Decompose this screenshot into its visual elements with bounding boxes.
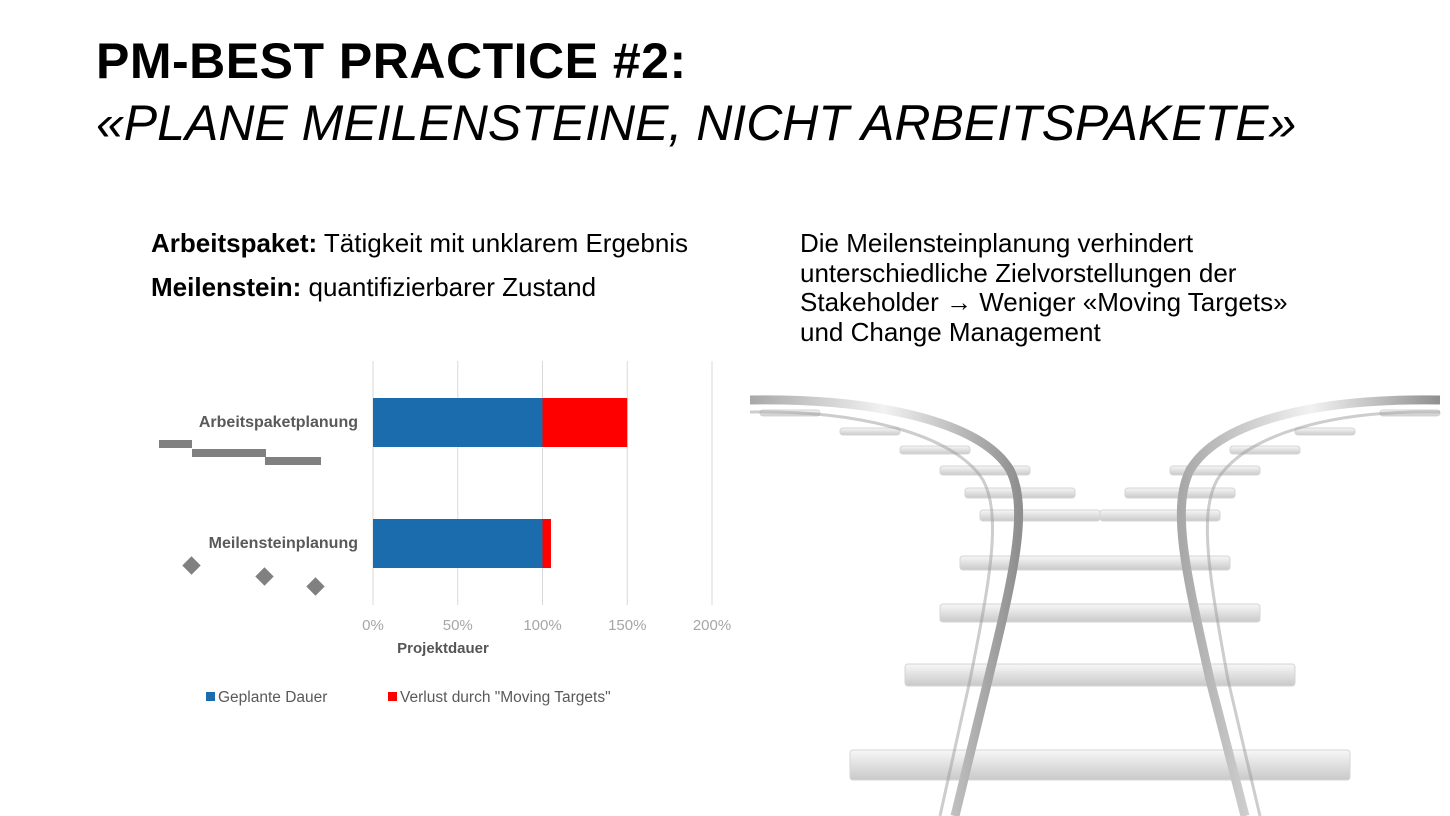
track-sleeper <box>899 445 971 455</box>
gantt-bars-icon <box>159 440 321 465</box>
rail <box>750 395 1024 816</box>
bars <box>373 398 628 568</box>
category-label: Meilensteinplanung <box>209 535 358 552</box>
title-line2: «PLANE MEILENSTEINE, NICHT ARBEITSPAKETE… <box>96 95 1297 151</box>
right-text-line: und Change Management <box>800 316 1101 347</box>
track-sleeper <box>979 509 1101 522</box>
x-tick-label: 200% <box>693 617 731 634</box>
x-tick-label: 50% <box>443 617 473 634</box>
railway-tracks-illustration <box>750 395 1441 816</box>
milestone-diamonds-icon <box>182 556 325 596</box>
track-sleeper <box>939 603 1261 623</box>
tick-labels: 0% 50% 100% 150% 200% <box>362 617 731 634</box>
bar-planned <box>373 398 543 447</box>
track-sleeper <box>839 427 901 436</box>
track-sleeper <box>1294 427 1356 436</box>
gridlines <box>372 361 713 605</box>
category-label: Arbeitspaketplanung <box>199 414 358 431</box>
definition-arbeitspaket: Arbeitspaket: Tätigkeit mit unklarem Erg… <box>151 228 688 259</box>
category-labels: Arbeitspaketplanung Meilensteinplanung <box>199 414 358 552</box>
right-text-block: Die Meilensteinplanung verhindert unters… <box>800 228 1400 347</box>
track-sleeper <box>904 663 1296 687</box>
bar-chart: Arbeitspaketplanung Meilensteinplanung 0%… <box>159 361 731 706</box>
x-axis-label: Projektdauer <box>397 640 489 657</box>
definition-term: Arbeitspaket: <box>151 228 318 258</box>
rail <box>750 410 995 816</box>
definition-text: quantifizierbarer Zustand <box>308 272 597 302</box>
x-tick-label: 0% <box>362 617 384 634</box>
rail <box>1176 395 1441 816</box>
legend: Geplante Dauer Verlust durch "Moving Targ… <box>206 689 611 706</box>
definition-term: Meilenstein: <box>151 272 302 302</box>
bar-planned <box>373 519 543 568</box>
definition-meilenstein: Meilenstein: quantifizierbarer Zustand <box>151 272 596 303</box>
title-line1: PM-BEST PRACTICE #2: <box>96 33 687 89</box>
track-sleepers <box>759 409 1441 781</box>
track-sleeper <box>959 555 1231 571</box>
right-text-line: Die Meilensteinplanung verhindert <box>800 228 1194 258</box>
x-tick-label: 150% <box>608 617 646 634</box>
right-text-line: Stakeholder → Weniger «Moving Targets» <box>800 287 1288 317</box>
legend-swatch <box>206 692 215 701</box>
right-text-line: unterschiedliche Zielvorstellungen der <box>800 257 1237 288</box>
track-sleeper <box>1229 445 1301 455</box>
track-sleeper <box>1099 509 1221 522</box>
definition-text: Tätigkeit mit unklarem Ergebnis <box>323 228 689 258</box>
legend-swatch <box>388 692 397 701</box>
bar-loss <box>542 519 551 568</box>
bar-loss <box>542 398 628 447</box>
track-sleeper <box>849 749 1351 781</box>
legend-label: Verlust durch "Moving Targets" <box>400 689 611 706</box>
x-tick-label: 100% <box>523 617 561 634</box>
rail <box>1205 410 1441 816</box>
legend-label: Geplante Dauer <box>218 689 327 706</box>
